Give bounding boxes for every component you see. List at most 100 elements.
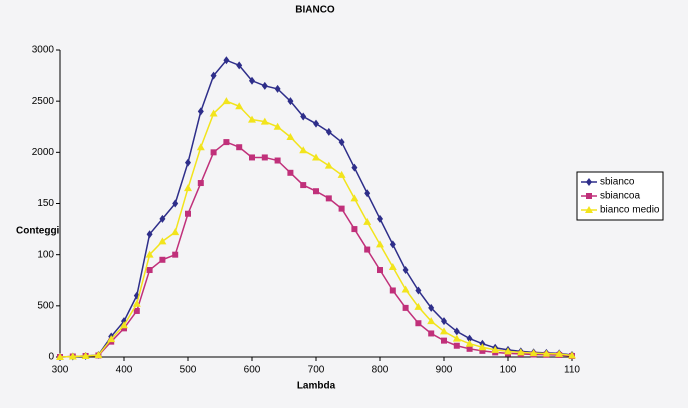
- marker: [248, 115, 256, 123]
- marker: [236, 144, 243, 151]
- marker: [249, 154, 255, 161]
- marker: [555, 349, 564, 357]
- marker: [287, 97, 294, 106]
- marker: [172, 251, 179, 258]
- marker: [185, 158, 191, 167]
- marker: [121, 325, 127, 332]
- marker: [172, 199, 179, 208]
- marker: [337, 170, 346, 178]
- x-tick-label: 100: [500, 365, 517, 376]
- marker: [56, 353, 64, 360]
- marker: [171, 228, 180, 236]
- marker: [350, 194, 359, 202]
- marker: [415, 320, 422, 327]
- y-tick-label: 3000: [32, 45, 55, 56]
- marker: [388, 262, 397, 270]
- marker: [325, 195, 332, 202]
- marker: [146, 230, 153, 239]
- x-tick-label: 110: [564, 365, 580, 376]
- x-tick-label: 700: [308, 365, 325, 376]
- marker: [389, 287, 396, 294]
- marker: [441, 317, 447, 326]
- marker: [452, 334, 461, 342]
- marker: [235, 102, 244, 110]
- y-tick-label: 0: [48, 352, 54, 363]
- marker: [300, 182, 307, 189]
- marker: [222, 97, 231, 105]
- x-tick-label: 600: [244, 365, 261, 376]
- marker: [94, 351, 103, 359]
- legend-label: sbiancoa: [600, 191, 640, 202]
- marker: [313, 119, 319, 128]
- marker: [210, 149, 217, 156]
- marker: [145, 250, 154, 258]
- marker: [568, 351, 576, 359]
- marker: [107, 335, 116, 343]
- marker: [236, 61, 243, 70]
- x-tick-label: 900: [436, 365, 453, 376]
- legend-label: bianco medio: [600, 205, 660, 216]
- marker: [299, 146, 308, 154]
- y-axis-label: Conteggi: [16, 226, 60, 237]
- marker: [197, 107, 204, 116]
- y-tick-label: 2500: [32, 96, 55, 107]
- marker: [364, 246, 371, 253]
- marker: [184, 184, 192, 192]
- marker: [428, 330, 435, 337]
- marker: [158, 237, 167, 245]
- marker: [325, 127, 332, 136]
- marker: [274, 157, 281, 164]
- legend-marker: [586, 178, 592, 186]
- marker: [68, 352, 77, 360]
- x-tick-label: 400: [116, 365, 133, 376]
- marker: [351, 226, 358, 233]
- marker: [478, 343, 487, 351]
- marker: [453, 327, 460, 336]
- marker: [261, 154, 268, 161]
- marker: [377, 267, 383, 274]
- y-tick-label: 500: [37, 300, 54, 311]
- legend-marker: [586, 193, 592, 199]
- marker: [223, 56, 230, 65]
- marker: [287, 169, 294, 176]
- legend-marker: [585, 206, 593, 213]
- marker: [516, 348, 525, 356]
- marker: [377, 214, 383, 223]
- marker: [209, 109, 218, 117]
- marker: [313, 188, 319, 195]
- marker: [196, 143, 205, 151]
- marker: [120, 321, 128, 329]
- marker: [286, 132, 295, 140]
- marker: [402, 266, 409, 275]
- chart-title: BIANCO: [295, 5, 335, 16]
- x-tick-label: 800: [372, 365, 389, 376]
- marker: [338, 205, 345, 212]
- y-tick-label: 150: [37, 198, 54, 209]
- marker: [441, 337, 447, 344]
- marker: [197, 180, 204, 187]
- marker: [376, 240, 384, 248]
- marker: [132, 299, 141, 307]
- marker: [261, 81, 268, 90]
- y-tick-label: 100: [37, 249, 54, 260]
- marker: [363, 217, 372, 225]
- x-tick-label: 300: [52, 365, 69, 376]
- marker: [312, 153, 320, 161]
- marker: [542, 349, 551, 357]
- marker: [466, 345, 473, 352]
- marker: [529, 349, 538, 357]
- marker: [415, 286, 422, 295]
- marker: [479, 347, 486, 354]
- marker: [465, 339, 474, 347]
- marker: [389, 240, 396, 249]
- marker: [260, 117, 269, 125]
- marker: [427, 317, 436, 325]
- marker: [453, 342, 460, 349]
- marker: [364, 189, 371, 198]
- marker: [185, 210, 191, 217]
- marker: [249, 76, 255, 85]
- marker: [504, 347, 512, 355]
